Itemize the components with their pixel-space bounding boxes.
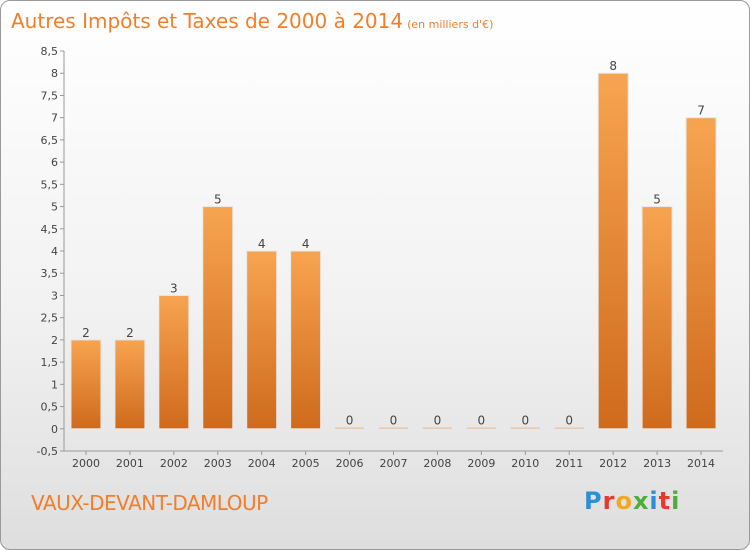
y-tick-label: 7,5 [41, 89, 59, 102]
logo-letter: r [602, 487, 616, 515]
x-tick-label: 2009 [467, 457, 495, 470]
x-tick-label: 2004 [248, 457, 276, 470]
x-tick-label: 2001 [116, 457, 144, 470]
bar-value-label: 0 [478, 413, 486, 427]
y-tick-label: 1,5 [41, 356, 59, 369]
bar-value-label: 0 [346, 413, 354, 427]
bar [158, 294, 190, 430]
chart-title-block: Autres Impôts et Taxes de 2000 à 2014 (en… [11, 9, 493, 33]
logo-letter: i [649, 487, 659, 515]
y-tick-label: 5,5 [41, 178, 59, 191]
bar [641, 206, 673, 430]
x-tick-label: 2013 [643, 457, 671, 470]
bar [421, 426, 453, 430]
bar-value-label: 5 [214, 193, 222, 207]
x-tick-label: 2000 [72, 457, 100, 470]
bar [597, 72, 629, 430]
labels: 2 2000 2 2001 3 2002 5 2003 4 2004 4 2005 0 2006 0 2007… [72, 59, 715, 470]
y-tick-label: 4,5 [41, 223, 59, 236]
place-name: VAUX-DEVANT-DAMLOUP [31, 491, 268, 515]
x-tick-label: 2010 [511, 457, 539, 470]
x-tick-label: 2007 [380, 457, 408, 470]
logo-letter: t [658, 487, 672, 515]
bar-value-label: 2 [126, 326, 134, 340]
logo-letter: i [671, 487, 681, 515]
logo-letter: o [615, 487, 633, 515]
bar [246, 250, 278, 430]
bar-value-label: 2 [82, 326, 90, 340]
x-tick-label: 2006 [336, 457, 364, 470]
y-tick-label: 4 [51, 245, 58, 258]
bar-value-label: 4 [302, 237, 310, 251]
logo-letter: P [584, 487, 603, 515]
y-tick-label: 3 [51, 289, 58, 302]
bar [290, 250, 322, 430]
proxiti-logo: Proxiti [584, 487, 680, 515]
bar-value-label: 4 [258, 237, 266, 251]
y-tick-label: 3,5 [41, 267, 59, 280]
y-tick-label: 8 [51, 67, 58, 80]
bar [553, 426, 585, 430]
y-tick-label: 0,5 [41, 401, 59, 414]
bar-value-label: 8 [609, 59, 617, 73]
bar [114, 339, 146, 430]
x-tick-label: 2003 [204, 457, 232, 470]
bar [70, 339, 102, 430]
y-tick-label: 6,5 [41, 134, 59, 147]
bar-value-label: 0 [390, 413, 398, 427]
x-tick-label: 2012 [599, 457, 627, 470]
axes: -0,5 0 0,5 1 1,5 2 2,5 3 3,5 4 4,5 5 5,5 6 6,5 7 7,5 8 8,5 [37, 45, 723, 458]
bar [465, 426, 497, 430]
chart-subtitle: (en milliers d'€) [407, 18, 494, 31]
x-tick-label: 2011 [555, 457, 583, 470]
y-tick-label: 1 [51, 378, 58, 391]
y-tick-label: 5 [51, 201, 58, 214]
x-tick-label: 2002 [160, 457, 188, 470]
y-tick-label: 0 [51, 423, 58, 436]
bar-value-label: 5 [653, 193, 661, 207]
bar-value-label: 0 [565, 413, 573, 427]
bar [202, 206, 234, 430]
x-tick-label: 2005 [292, 457, 320, 470]
bar-value-label: 7 [697, 104, 705, 118]
bar [378, 426, 409, 430]
y-tick-label: 8,5 [41, 45, 59, 58]
bars [70, 72, 717, 430]
y-tick-label: 6 [51, 156, 58, 169]
bar [509, 426, 541, 430]
bar-value-label: 3 [170, 281, 178, 295]
chart-title: Autres Impôts et Taxes de 2000 à 2014 [11, 9, 404, 33]
logo-letter: x [632, 487, 650, 515]
y-tick-label: 7 [51, 112, 58, 125]
bar [685, 117, 717, 430]
y-tick-label: 2,5 [41, 312, 59, 325]
bar-value-label: 0 [521, 413, 529, 427]
y-tick-label: -0,5 [37, 445, 58, 458]
bar [334, 426, 366, 430]
bar-value-label: 0 [434, 413, 442, 427]
y-tick-label: 2 [51, 334, 58, 347]
x-tick-label: 2008 [423, 457, 451, 470]
x-tick-label: 2014 [687, 457, 715, 470]
